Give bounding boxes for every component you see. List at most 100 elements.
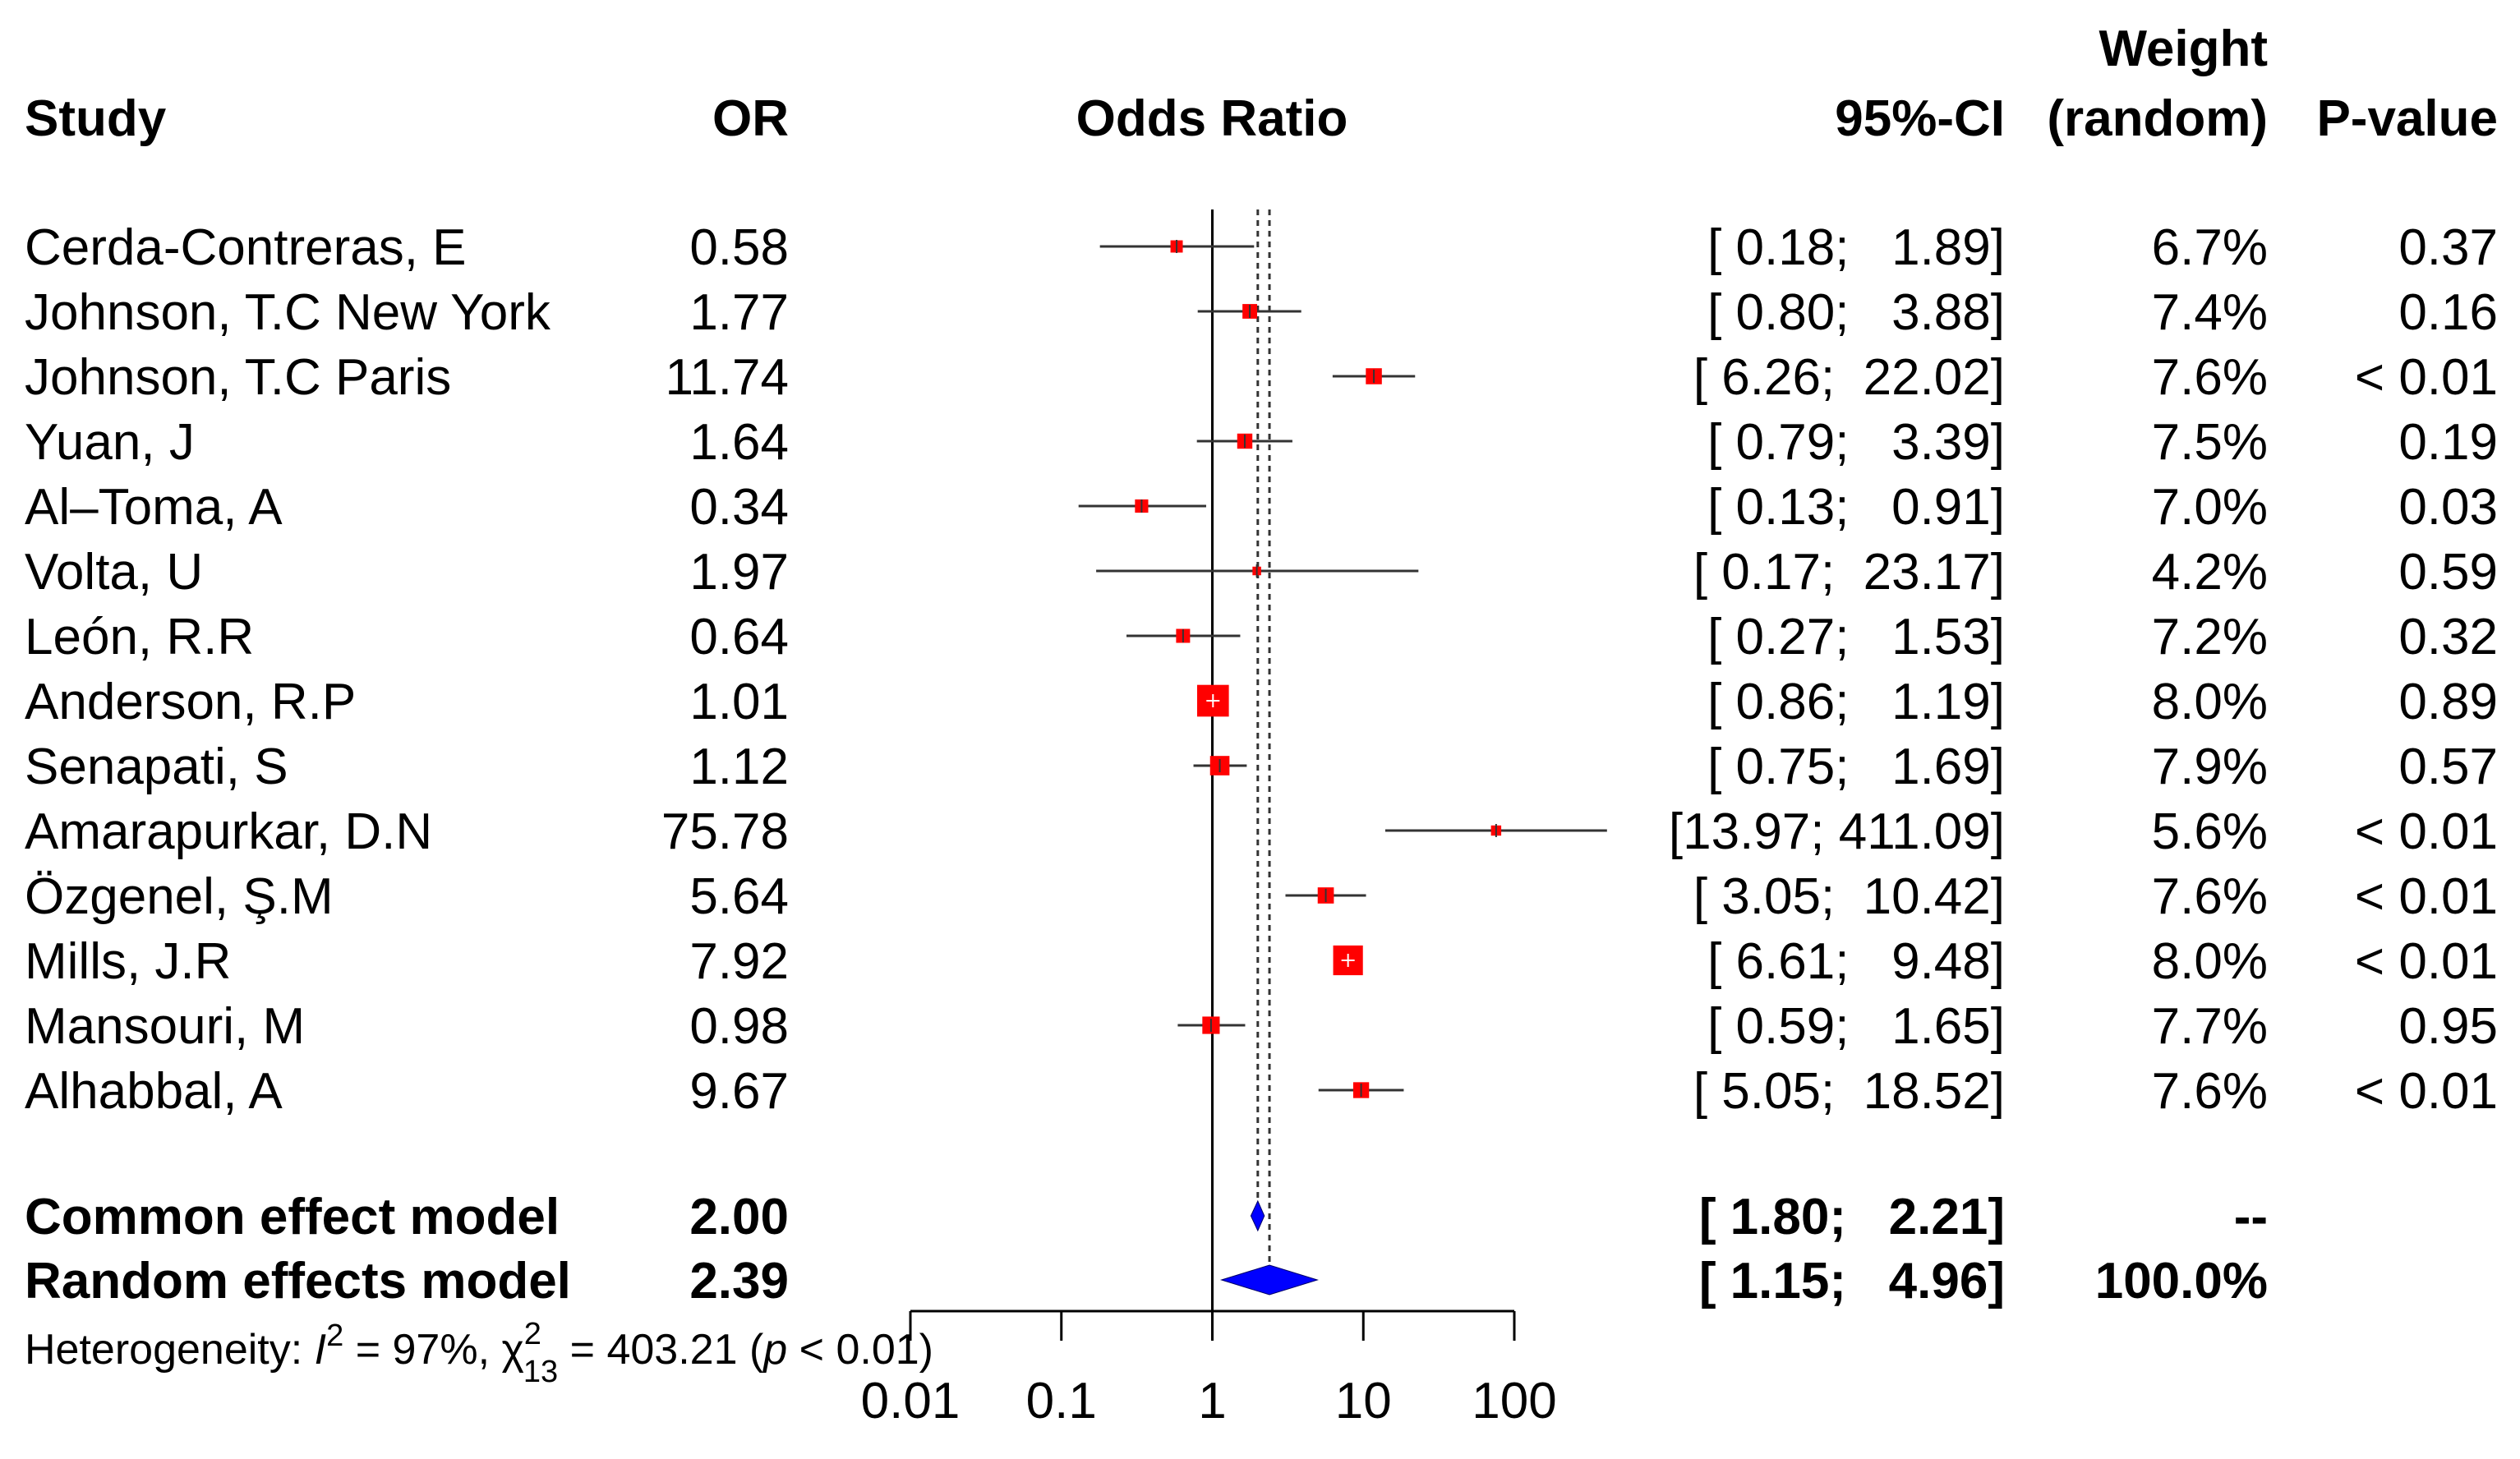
study-weight: 7.6% <box>2152 1063 2268 1120</box>
study-or: 5.64 <box>689 868 789 925</box>
study-ci: [ 0.27; 1.53] <box>1707 609 2005 665</box>
study-pvalue: 0.95 <box>2398 998 2498 1055</box>
summary-ci: [ 1.15; 4.96] <box>1699 1253 2005 1309</box>
study-ci: [ 0.75; 1.69] <box>1707 739 2005 795</box>
study-ci: [ 0.17; 23.17] <box>1693 544 2005 601</box>
study-name: Anderson, R.P <box>25 674 356 730</box>
study-pvalue: 0.37 <box>2398 219 2498 276</box>
study-name: Volta, U <box>25 544 203 601</box>
study-or: 11.74 <box>665 349 789 406</box>
study-ci: [ 0.79; 3.39] <box>1707 414 2005 471</box>
study-name: Alhabbal, A <box>25 1063 283 1120</box>
study-ci: [ 6.61; 9.48] <box>1707 933 2005 990</box>
study-weight: 7.4% <box>2152 284 2268 341</box>
study-or: 0.64 <box>689 609 789 665</box>
summary-or: 2.39 <box>689 1253 789 1309</box>
study-weight: 6.7% <box>2152 219 2268 276</box>
study-pvalue: < 0.01 <box>2355 868 2498 925</box>
het-chi-sub: 13 <box>523 1355 558 1389</box>
summary-diamond <box>1219 1264 1319 1296</box>
het-chi-symbol: χ <box>501 1326 523 1374</box>
study-or: 0.98 <box>689 998 789 1055</box>
study-pvalue: < 0.01 <box>2355 933 2498 990</box>
study-ci: [ 0.86; 1.19] <box>1707 674 2005 730</box>
x-tick-label: 0.01 <box>861 1373 961 1429</box>
study-weight: 7.5% <box>2152 414 2268 471</box>
study-or: 7.92 <box>689 933 789 990</box>
study-weight: 7.2% <box>2152 609 2268 665</box>
het-p-value: < 0.01) <box>787 1326 933 1374</box>
study-weight: 7.6% <box>2152 349 2268 406</box>
study-or: 75.78 <box>661 803 789 860</box>
study-ci: [ 0.59; 1.65] <box>1707 998 2005 1055</box>
study-or: 9.67 <box>689 1063 789 1120</box>
study-name: Özgenel, Ş.M <box>25 868 334 925</box>
header-weight-line2: (random) <box>2047 90 2268 147</box>
study-ci: [13.97; 411.09] <box>1669 803 2005 860</box>
summary-or: 2.00 <box>689 1189 789 1245</box>
study-ci: [ 5.05; 18.52] <box>1693 1063 2005 1120</box>
summary-weight: 100.0% <box>2095 1253 2268 1309</box>
x-tick-label: 10 <box>1335 1373 1392 1429</box>
study-name: Amarapurkar, D.N <box>25 803 432 860</box>
summary-diamond <box>1250 1199 1265 1232</box>
header-ci: 95%-CI <box>1835 90 2005 147</box>
study-weight: 8.0% <box>2152 933 2268 990</box>
study-weight: 4.2% <box>2152 544 2268 601</box>
study-pvalue: 0.59 <box>2398 544 2498 601</box>
study-name: Johnson, T.C Paris <box>25 349 451 406</box>
het-chi-value: = 403.21 ( <box>558 1326 764 1374</box>
study-pvalue: 0.16 <box>2398 284 2498 341</box>
summary-name: Random effects model <box>25 1253 571 1309</box>
study-ci: [ 0.13; 0.91] <box>1707 479 2005 536</box>
study-weight: 7.0% <box>2152 479 2268 536</box>
study-ci: [ 3.05; 10.42] <box>1693 868 2005 925</box>
study-weight: 7.6% <box>2152 868 2268 925</box>
heterogeneity-text: Heterogeneity: I2 = 97%, χ2 13 = 403.21 (… <box>25 1317 933 1389</box>
het-chi-sup: 2 <box>524 1317 541 1351</box>
study-or: 1.12 <box>689 739 789 795</box>
study-rows: Cerda-Contreras, E 0.58 [ 0.18; 1.89] 6.7% 0… <box>25 219 2498 1309</box>
x-axis: 0.01 0.1 1 10 100 <box>861 1309 1557 1429</box>
study-or: 0.58 <box>689 219 789 276</box>
study-or: 1.64 <box>689 414 789 471</box>
het-prefix: Heterogeneity: <box>25 1326 315 1374</box>
study-or: 1.77 <box>689 284 789 341</box>
study-pvalue: 0.03 <box>2398 479 2498 536</box>
header-study: Study <box>25 90 167 147</box>
study-pvalue: < 0.01 <box>2355 1063 2498 1120</box>
header-odds-ratio: Odds Ratio <box>1076 90 1348 147</box>
study-pvalue: 0.19 <box>2398 414 2498 471</box>
study-name: Cerda-Contreras, E <box>25 219 467 276</box>
summary-name: Common effect model <box>25 1189 560 1245</box>
study-or: 1.01 <box>689 674 789 730</box>
study-name: Yuan, J <box>25 414 195 471</box>
x-tick-label: 1 <box>1198 1373 1226 1429</box>
summary-weight: -- <box>2234 1189 2268 1245</box>
summary-ci: [ 1.80; 2.21] <box>1699 1189 2005 1245</box>
het-i2-value: = 97%, <box>343 1326 501 1374</box>
study-name: León, R.R <box>25 609 254 665</box>
study-name: Senapati, S <box>25 739 288 795</box>
study-or: 1.97 <box>689 544 789 601</box>
study-or: 0.34 <box>689 479 789 536</box>
study-pvalue: < 0.01 <box>2355 349 2498 406</box>
study-pvalue: 0.57 <box>2398 739 2498 795</box>
study-name: Mills, J.R <box>25 933 231 990</box>
het-i2-sup: 2 <box>326 1319 343 1353</box>
het-i2-symbol: I <box>315 1326 326 1374</box>
x-tick-label: 100 <box>1472 1373 1556 1429</box>
study-name: Al–Toma, A <box>25 479 283 536</box>
study-name: Mansouri, M <box>25 998 305 1055</box>
header-or: OR <box>712 90 789 147</box>
het-p-symbol: p <box>762 1326 787 1374</box>
study-weight: 7.7% <box>2152 998 2268 1055</box>
header-pvalue: P-value <box>2316 90 2498 147</box>
study-ci: [ 6.26; 22.02] <box>1693 349 2005 406</box>
plot-marks <box>1078 209 1607 1311</box>
x-tick-label: 0.1 <box>1026 1373 1097 1429</box>
study-pvalue: 0.89 <box>2398 674 2498 730</box>
study-name: Johnson, T.C New York <box>25 284 551 341</box>
study-ci: [ 0.80; 3.88] <box>1707 284 2005 341</box>
